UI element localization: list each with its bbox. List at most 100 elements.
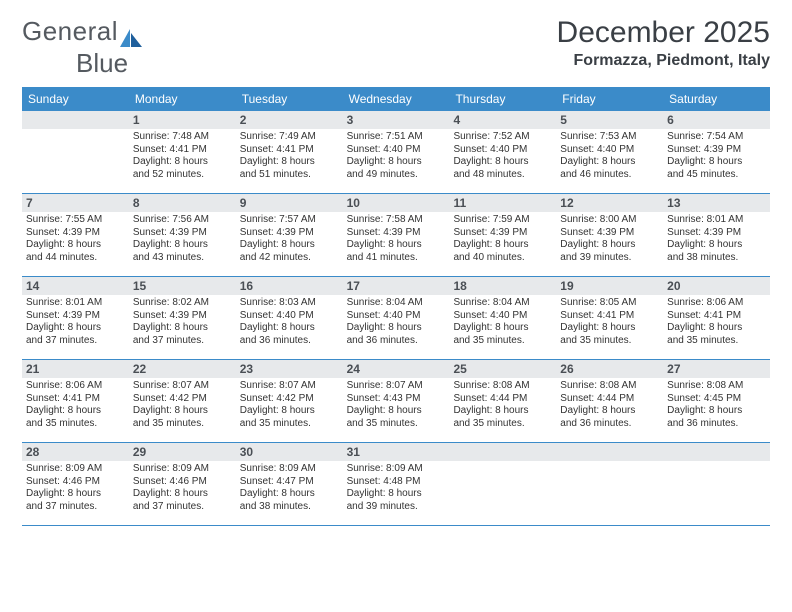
sunset-line: Sunset: 4:47 PM xyxy=(240,476,339,489)
sunset-line: Sunset: 4:40 PM xyxy=(347,144,446,157)
daylight-line-1: Daylight: 8 hours xyxy=(240,488,339,501)
day-number: 15 xyxy=(133,279,146,293)
empty-day-bar xyxy=(449,443,556,461)
day-info: Sunrise: 8:04 AMSunset: 4:40 PMDaylight:… xyxy=(449,295,556,351)
day-number-bar: 29 xyxy=(129,443,236,461)
day-cell: 2 Sunrise: 7:49 AMSunset: 4:41 PMDaylight… xyxy=(236,111,343,193)
empty-day-bar xyxy=(663,443,770,461)
day-info: Sunrise: 8:01 AMSunset: 4:39 PMDaylight:… xyxy=(663,212,770,268)
daylight-line-1: Daylight: 8 hours xyxy=(560,405,659,418)
day-number-bar: 14 xyxy=(22,277,129,295)
day-cell: 19Sunrise: 8:05 AMSunset: 4:41 PMDayligh… xyxy=(556,277,663,359)
day-info: Sunrise: 8:02 AMSunset: 4:39 PMDaylight:… xyxy=(129,295,236,351)
day-number: 3 xyxy=(347,113,354,127)
day-number-bar: 31 xyxy=(343,443,450,461)
sunset-line: Sunset: 4:44 PM xyxy=(453,393,552,406)
day-cell: 28Sunrise: 8:09 AMSunset: 4:46 PMDayligh… xyxy=(22,443,129,525)
daylight-line-1: Daylight: 8 hours xyxy=(26,322,125,335)
dow-cell: Friday xyxy=(556,87,663,111)
day-number: 17 xyxy=(347,279,360,293)
week-row: 28 Sunrise: 8:09 AM Sunset: 4:46 PM Dayligh… xyxy=(22,443,770,526)
day-info: Sunrise: 7:55 AMSunset: 4:39 PMDaylight:… xyxy=(22,212,129,268)
daylight-line-1: Daylight: 8 hours xyxy=(667,405,766,418)
sunset-line: Sunset: 4:39 PM xyxy=(133,310,232,323)
daylight-line-2: and 36 minutes. xyxy=(240,335,339,348)
day-cell: 4Sunrise: 7:52 AMSunset: 4:40 PMDaylight… xyxy=(449,111,556,193)
empty-day-bar xyxy=(22,111,129,129)
sunset-line: Sunset: 4:40 PM xyxy=(240,310,339,323)
day-number: 13 xyxy=(667,196,680,210)
daylight-line-2: and 41 minutes. xyxy=(347,252,446,265)
day-info: Sunrise: 8:09 AMSunset: 4:47 PMDaylight:… xyxy=(236,461,343,517)
daylight-line-2: and 44 minutes. xyxy=(26,252,125,265)
sunrise-line: Sunrise: 7:49 AM xyxy=(240,131,339,144)
day-number: 31 xyxy=(347,445,360,459)
daylight-line-1: Daylight: 8 hours xyxy=(667,239,766,252)
day-info: Sunrise: 8:08 AMSunset: 4:44 PMDaylight:… xyxy=(449,378,556,434)
daylight-line-2: and 43 minutes. xyxy=(133,252,232,265)
day-info: Sunrise: 7:52 AMSunset: 4:40 PMDaylight:… xyxy=(449,129,556,185)
day-cell xyxy=(22,111,129,193)
dow-cell: Monday xyxy=(129,87,236,111)
day-number: 23 xyxy=(240,362,253,376)
sunset-line: Sunset: 4:41 PM xyxy=(667,310,766,323)
daylight-line-1: Daylight: 8 hours xyxy=(347,322,446,335)
sunrise-line: Sunrise: 8:06 AM xyxy=(667,297,766,310)
day-info: Sunrise: 8:08 AMSunset: 4:45 PMDaylight:… xyxy=(663,378,770,434)
day-number-bar: 24 xyxy=(343,360,450,378)
day-info: Sunrise: 7:57 AMSunset: 4:39 PMDaylight:… xyxy=(236,212,343,268)
daylight-line-2: and 39 minutes. xyxy=(347,501,446,514)
dow-cell: Saturday xyxy=(663,87,770,111)
sunset-line: Sunset: 4:39 PM xyxy=(453,227,552,240)
day-number: 2 xyxy=(240,113,247,127)
daylight-line-2: and 35 minutes. xyxy=(133,418,232,431)
daylight-line-1: Daylight: 8 hours xyxy=(240,239,339,252)
daylight-line-1: Daylight: 8 hours xyxy=(240,156,339,169)
daylight-line-2: and 35 minutes. xyxy=(667,335,766,348)
day-info: Sunrise: 8:06 AMSunset: 4:41 PMDaylight:… xyxy=(22,378,129,434)
dow-cell: Tuesday xyxy=(236,87,343,111)
day-number: 11 xyxy=(453,196,466,210)
sunset-line: Sunset: 4:39 PM xyxy=(560,227,659,240)
day-cell: 5Sunrise: 7:53 AMSunset: 4:40 PMDaylight… xyxy=(556,111,663,193)
daylight-line-2: and 40 minutes. xyxy=(453,252,552,265)
day-number-bar: 4 xyxy=(449,111,556,129)
day-number: 19 xyxy=(560,279,573,293)
day-cell: 6Sunrise: 7:54 AMSunset: 4:39 PMDaylight… xyxy=(663,111,770,193)
day-number-bar: 5 xyxy=(556,111,663,129)
day-number-bar: 21 xyxy=(22,360,129,378)
daylight-line-2: and 37 minutes. xyxy=(133,335,232,348)
day-number: 14 xyxy=(26,279,39,293)
daylight-line-2: and 35 minutes. xyxy=(453,418,552,431)
day-number: 10 xyxy=(347,196,360,210)
day-info: Sunrise: 8:07 AMSunset: 4:42 PMDaylight:… xyxy=(129,378,236,434)
daylight-line-1: Daylight: 8 hours xyxy=(133,322,232,335)
day-number: 12 xyxy=(560,196,573,210)
daylight-line-2: and 37 minutes. xyxy=(26,501,125,514)
day-info: Sunrise: 7:59 AMSunset: 4:39 PMDaylight:… xyxy=(449,212,556,268)
sunset-line: Sunset: 4:46 PM xyxy=(133,476,232,489)
day-number: 30 xyxy=(240,445,253,459)
weeks-container: 1Sunrise: 7:48 AMSunset: 4:41 PMDaylight… xyxy=(22,111,770,526)
daylight-line-2: and 37 minutes. xyxy=(133,501,232,514)
day-number: 26 xyxy=(560,362,573,376)
sunset-line: Sunset: 4:41 PM xyxy=(240,144,339,157)
day-cell: 29Sunrise: 8:09 AMSunset: 4:46 PMDayligh… xyxy=(129,443,236,525)
day-number: 28 xyxy=(26,445,39,459)
day-cell: 20Sunrise: 8:06 AMSunset: 4:41 PMDayligh… xyxy=(663,277,770,359)
daylight-line-1: Daylight: 8 hours xyxy=(560,239,659,252)
sunset-line: Sunset: 4:43 PM xyxy=(347,393,446,406)
day-of-week-header: SundayMondayTuesdayWednesdayThursdayFrid… xyxy=(22,87,770,111)
day-number-bar: 3 xyxy=(343,111,450,129)
day-info: Sunrise: 8:03 AMSunset: 4:40 PMDaylight:… xyxy=(236,295,343,351)
daylight-line-2: and 36 minutes. xyxy=(560,418,659,431)
daylight-line-1: Daylight: 8 hours xyxy=(26,488,125,501)
day-info: Sunrise: 8:04 AMSunset: 4:40 PMDaylight:… xyxy=(343,295,450,351)
day-number-bar: 15 xyxy=(129,277,236,295)
day-cell: 17 Sunrise: 8:04 AMSunset: 4:40 PMDayligh… xyxy=(343,277,450,359)
sunrise-line: Sunrise: 8:09 AM xyxy=(26,463,125,476)
dow-cell: Sunday xyxy=(22,87,129,111)
day-info: Sunrise: 7:53 AMSunset: 4:40 PMDaylight:… xyxy=(556,129,663,185)
day-number-bar: 12 xyxy=(556,194,663,212)
day-number: 21 xyxy=(26,362,39,376)
